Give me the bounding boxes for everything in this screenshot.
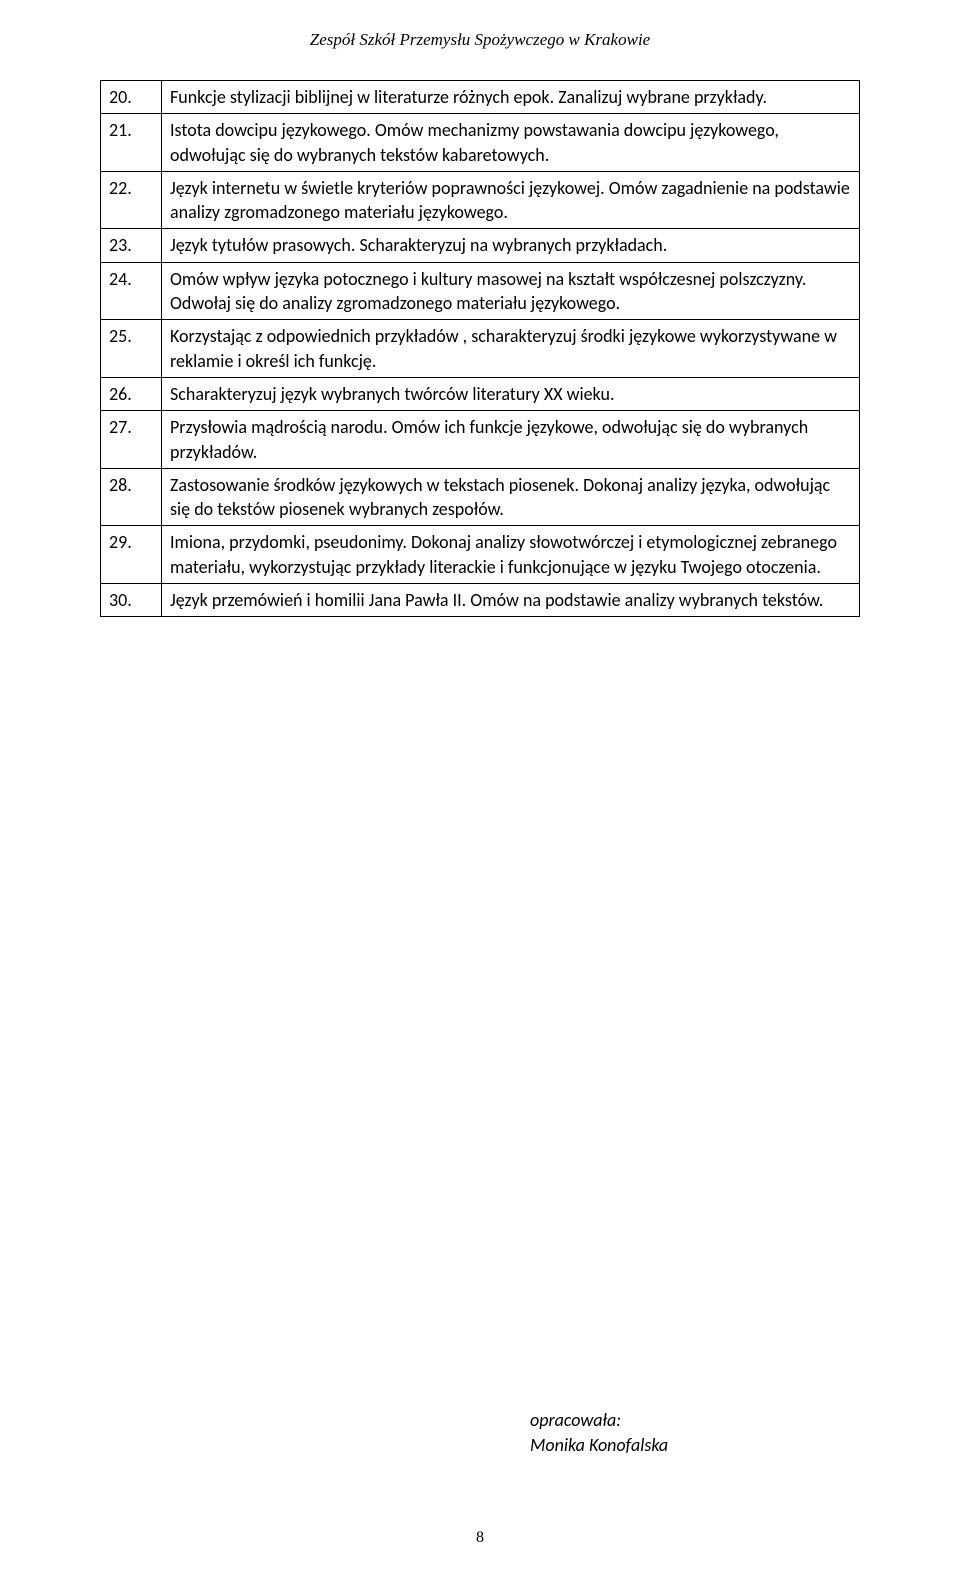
row-text: Zastosowanie środków językowych w teksta… [162,468,860,526]
table-row: 28. Zastosowanie środków językowych w te… [101,468,860,526]
row-number: 23. [101,229,162,262]
row-text: Język przemówień i homilii Jana Pawła II… [162,584,860,617]
row-number: 27. [101,411,162,469]
page: Zespół Szkół Przemysłu Spożywczego w Kra… [0,0,960,1587]
table-row: 30. Język przemówień i homilii Jana Pawł… [101,584,860,617]
row-text: Język tytułów prasowych. Scharakteryzuj … [162,229,860,262]
table-row: 20. Funkcje stylizacji biblijnej w liter… [101,81,860,114]
topics-table: 20. Funkcje stylizacji biblijnej w liter… [100,80,860,617]
row-text: Korzystając z odpowiednich przykładów , … [162,320,860,378]
row-number: 21. [101,114,162,172]
row-text: Istota dowcipu językowego. Omów mechaniz… [162,114,860,172]
row-text: Omów wpływ języka potocznego i kultury m… [162,262,860,320]
table-row: 26. Scharakteryzuj język wybranych twórc… [101,377,860,410]
row-text: Przysłowia mądrością narodu. Omów ich fu… [162,411,860,469]
table-row: 25. Korzystając z odpowiednich przykładó… [101,320,860,378]
row-text: Scharakteryzuj język wybranych twórców l… [162,377,860,410]
credit-name: Monika Konofalska [530,1433,668,1457]
row-text: Język internetu w świetle kryteriów popr… [162,171,860,229]
row-number: 24. [101,262,162,320]
table-row: 21. Istota dowcipu językowego. Omów mech… [101,114,860,172]
row-number: 26. [101,377,162,410]
row-number: 25. [101,320,162,378]
row-number: 28. [101,468,162,526]
credit-label: opracowała: [530,1408,668,1432]
row-number: 30. [101,584,162,617]
table-row: 23. Język tytułów prasowych. Scharaktery… [101,229,860,262]
page-number: 8 [0,1529,960,1547]
row-number: 22. [101,171,162,229]
author-credit: opracowała: Monika Konofalska [530,1408,668,1457]
table-row: 29. Imiona, przydomki, pseudonimy. Dokon… [101,526,860,584]
row-text: Funkcje stylizacji biblijnej w literatur… [162,81,860,114]
table-row: 27. Przysłowia mądrością narodu. Omów ic… [101,411,860,469]
table-row: 24. Omów wpływ języka potocznego i kultu… [101,262,860,320]
page-header: Zespół Szkół Przemysłu Spożywczego w Kra… [100,30,860,50]
row-number: 20. [101,81,162,114]
row-number: 29. [101,526,162,584]
table-row: 22. Język internetu w świetle kryteriów … [101,171,860,229]
row-text: Imiona, przydomki, pseudonimy. Dokonaj a… [162,526,860,584]
